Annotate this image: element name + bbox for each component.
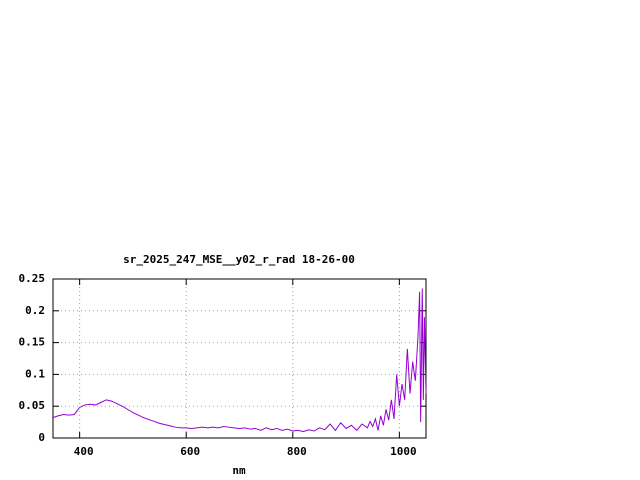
y-tick-label: 0.1 (25, 367, 45, 380)
chart-title: sr_2025_247_MSE__y02_r_rad 18-26-00 (123, 253, 355, 266)
x-axis-label: nm (232, 464, 246, 477)
x-tick-label: 600 (180, 445, 200, 458)
y-tick-label: 0.2 (25, 304, 45, 317)
y-tick-label: 0.15 (19, 336, 46, 349)
y-tick-label: 0.25 (19, 272, 46, 285)
plot-frame (52, 278, 427, 439)
data-line (52, 288, 427, 433)
y-tick-label: 0.05 (19, 399, 46, 412)
x-tick-label: 400 (74, 445, 94, 458)
y-tick-label: 0 (38, 431, 45, 444)
x-tick-label: 1000 (390, 445, 417, 458)
x-tick-label: 800 (287, 445, 307, 458)
